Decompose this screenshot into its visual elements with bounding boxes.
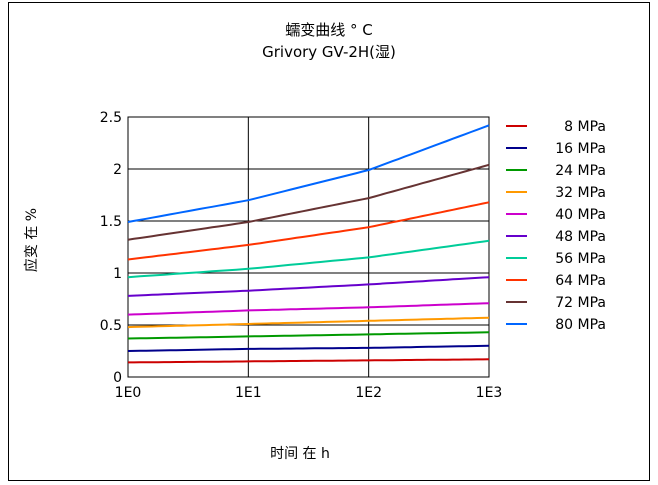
y-tick-labels: 0 0.5 1 1.5 2 2.5 xyxy=(100,110,122,386)
legend-entry: 24 MPa xyxy=(555,163,606,179)
legend-entry: 16 MPa xyxy=(555,141,606,157)
legend-entry: 8 MPa xyxy=(564,119,606,135)
legend: 8 MPa 16 MPa 24 MPa 32 MPa 40 MPa 48 MPa 56 MP… xyxy=(506,119,606,333)
chart-frame xyxy=(8,2,650,481)
y-tick-label: 2 xyxy=(113,162,122,178)
series-line xyxy=(127,316,490,329)
x-tick-label: 1E0 xyxy=(115,385,142,401)
series-line xyxy=(127,302,490,316)
y-tick-label: 0 xyxy=(113,370,122,386)
y-tick-label: 1.5 xyxy=(100,214,122,230)
series-line xyxy=(127,239,490,279)
series-line xyxy=(127,276,490,297)
x-tick-label: 1E2 xyxy=(355,385,382,401)
x-tick-label: 1E3 xyxy=(476,385,503,401)
chart-title: 蠕变曲线 ° C xyxy=(285,21,373,39)
legend-entry: 72 MPa xyxy=(555,295,606,311)
y-axis-label: 应变 在 % xyxy=(23,208,40,272)
x-tick-label: 1E1 xyxy=(235,385,262,401)
legend-entry: 40 MPa xyxy=(555,207,606,223)
x-tick-labels: 1E0 1E1 1E2 1E3 xyxy=(115,385,503,401)
legend-entry: 64 MPa xyxy=(555,273,606,289)
series-line xyxy=(127,331,490,340)
series-line xyxy=(128,358,490,364)
series-line xyxy=(127,201,490,261)
series-line xyxy=(127,124,490,223)
legend-entry: 80 MPa xyxy=(555,317,606,333)
legend-entry: 48 MPa xyxy=(555,229,606,245)
y-tick-label: 1 xyxy=(113,266,122,282)
series-lines xyxy=(127,124,490,364)
x-axis-label: 时间 在 h xyxy=(270,446,330,462)
series-line xyxy=(127,344,490,352)
series-line xyxy=(127,163,490,241)
legend-entry: 56 MPa xyxy=(555,251,606,267)
chart-subtitle: Grivory GV-2H(湿) xyxy=(262,43,396,61)
y-tick-label: 0.5 xyxy=(100,318,122,334)
legend-entry: 32 MPa xyxy=(555,185,606,201)
y-tick-label: 2.5 xyxy=(100,110,122,126)
